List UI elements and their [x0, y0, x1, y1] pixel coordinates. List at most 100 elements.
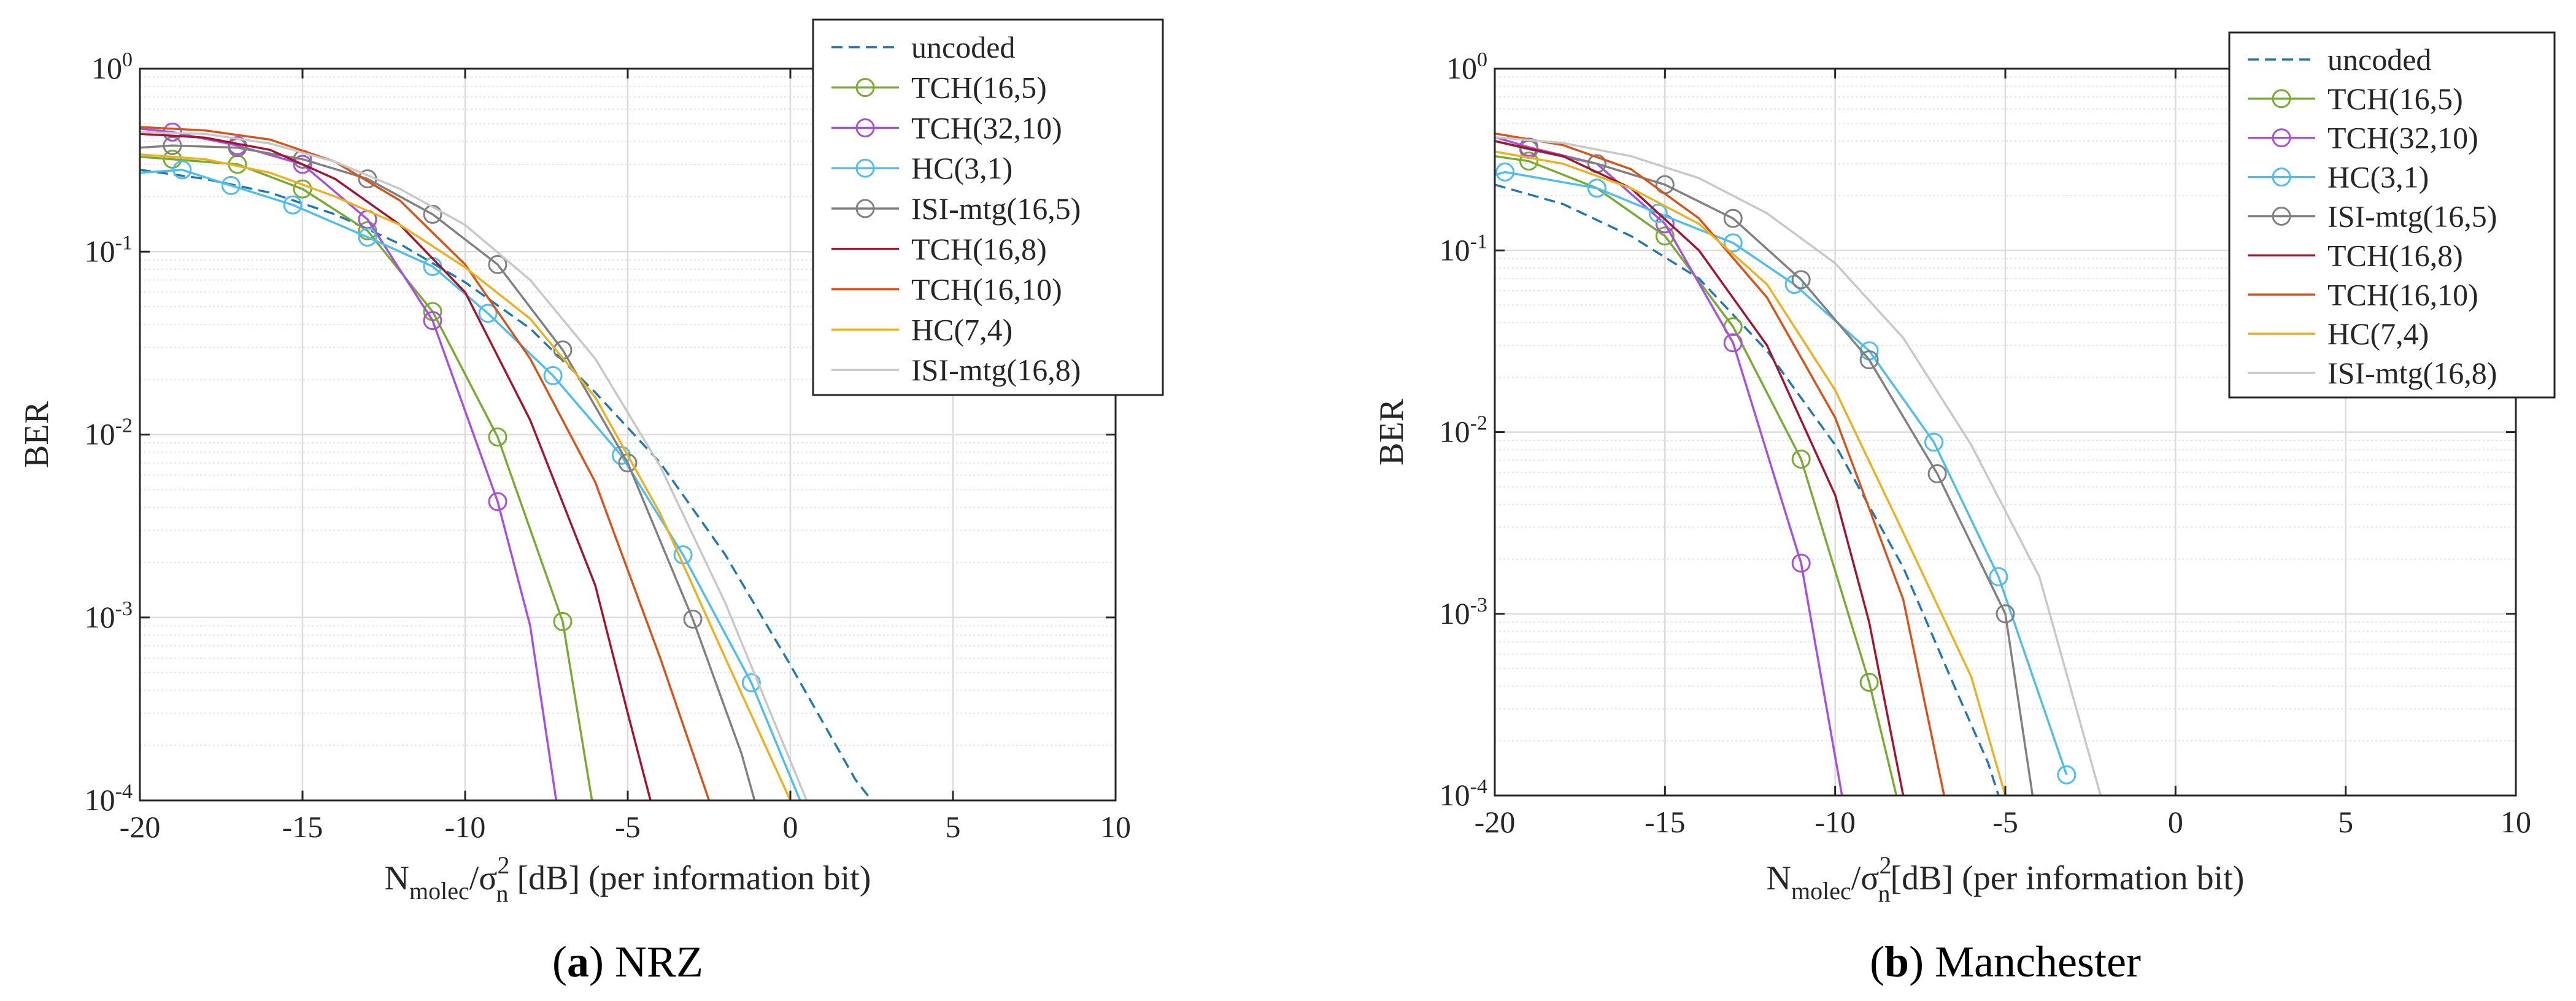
series-marker-TCH(32,10) [1723, 333, 1743, 353]
series-marker-HC(3,1) [741, 673, 761, 692]
series-line-HC(7,4) [1495, 150, 2007, 796]
series-marker-ISI-mtg(16,5) [683, 609, 703, 629]
legend-label: ISI-mtg(16,8) [2327, 356, 2497, 390]
series-marker-ISI-mtg(16,5) [1791, 270, 1811, 290]
legend-marker-TCH(32,10) [855, 118, 875, 137]
series-marker-TCH(16,5) [553, 612, 573, 631]
x-tick-label: 5 [946, 810, 961, 844]
x-tick-label: -20 [1475, 805, 1516, 839]
series-marker-TCH(16,5) [1519, 151, 1538, 171]
x-axis-label: Nmolec/σ2 n [dB] (per information bit) [385, 851, 871, 907]
legend-label: HC(3,1) [2327, 160, 2429, 194]
caption-letter: a [567, 937, 589, 986]
legend-label: ISI-mtg(16,5) [2327, 199, 2497, 234]
series-line-TCH(16,8) [140, 132, 652, 800]
series-line-TCH(16,8) [1495, 140, 1905, 796]
x-axis-label: Nmolec/σ2 n[dB] (per information bit) [1767, 851, 2245, 907]
legend-label: TCH(16,5) [2327, 82, 2463, 116]
y-tick-label: 100 [91, 48, 133, 85]
series-marker-ISI-mtg(16,5) [163, 136, 182, 155]
x-tick-label: 10 [2501, 805, 2531, 839]
legend: uncoded TCH(16,5) TCH(32,10) HC(3,1) ISI-mtg… [2228, 31, 2556, 399]
legend-label: HC(3,1) [911, 151, 1012, 185]
legend-label: TCH(16,10) [2327, 277, 2478, 312]
series-marker-HC(3,1) [283, 195, 303, 215]
y-tick-base: 10 [1446, 51, 1477, 85]
series-marker-HC(3,1) [543, 366, 563, 385]
y-tick-exponent: 0 [1477, 48, 1487, 71]
series-marker-TCH(16,5) [488, 427, 507, 447]
x-axis-label-part: n [496, 880, 508, 907]
y-tick-exponent: -3 [1470, 594, 1487, 616]
series-marker-HC(3,1) [172, 160, 192, 180]
series-line-ISI-mtg(16,8) [1495, 136, 2102, 796]
legend-marker-ISI-mtg(16,5) [2272, 207, 2291, 226]
y-tick-exponent: -2 [1470, 412, 1487, 435]
x-axis-label-part: molec [409, 877, 469, 905]
y-tick-label: 10-1 [85, 231, 133, 268]
figure-caption: (b) Manchester [1870, 937, 2141, 986]
series-marker-TCH(32,10) [423, 311, 442, 331]
legend-label: HC(7,4) [2327, 316, 2429, 351]
caption-text: ) NRZ [589, 937, 703, 986]
legend-box [2228, 31, 2556, 399]
legend-marker-ISI-mtg(16,5) [855, 199, 875, 218]
legend-label: TCH(16,5) [911, 71, 1047, 105]
legend-marker-TCH(32,10) [2272, 128, 2291, 148]
x-tick-label: -10 [445, 810, 486, 844]
x-axis-label-part: /σ [469, 859, 498, 897]
y-tick-label: 10-4 [85, 780, 133, 817]
figure-caption: (a) NRZ [552, 937, 703, 986]
x-tick-label: -20 [120, 810, 161, 844]
y-tick-label: 10-3 [1440, 594, 1487, 631]
series-marker-HC(3,1) [478, 304, 498, 323]
series-line-TCH(16,10) [1495, 132, 1945, 796]
legend-label: ISI-mtg(16,5) [911, 191, 1081, 226]
y-tick-label: 10-4 [1440, 775, 1487, 812]
y-tick-base: 10 [1440, 232, 1470, 267]
series-marker-TCH(32,10) [488, 492, 507, 512]
series-marker-HC(3,1) [1924, 432, 1944, 452]
x-tick-label: -5 [615, 810, 641, 844]
y-tick-exponent: -4 [115, 780, 133, 803]
y-axis-label: BER [18, 401, 56, 468]
series-marker-TCH(16,5) [1859, 672, 1879, 692]
x-axis-label-part: /σ [1851, 859, 1880, 897]
legend-label: TCH(16,10) [911, 272, 1062, 307]
series-marker-ISI-mtg(16,5) [1927, 464, 1947, 483]
legend-label: uncoded [2327, 42, 2431, 77]
series-marker-ISI-mtg(16,5) [488, 255, 507, 274]
x-tick-label: 0 [783, 810, 798, 844]
x-axis-label-part: molec [1791, 877, 1851, 905]
legend-label: TCH(32,10) [2327, 121, 2478, 155]
x-tick-label: 10 [1100, 810, 1131, 844]
y-tick-label: 10-1 [1440, 230, 1487, 267]
y-tick-base: 10 [91, 51, 122, 85]
legend-label: TCH(16,8) [911, 232, 1047, 266]
x-axis-label-part: [dB] (per information bit) [508, 859, 871, 897]
chart-panel-b: -20 -15 -10 -5 0 5 1010010-110-210-310-4BERNmo… [1373, 31, 2556, 986]
legend-label: uncoded [911, 30, 1015, 64]
y-tick-label: 10-3 [85, 597, 133, 634]
y-tick-exponent: -1 [115, 231, 133, 254]
caption-letter: b [1884, 937, 1909, 986]
y-tick-label: 100 [1446, 48, 1487, 85]
x-tick-label: 5 [2338, 805, 2353, 839]
y-tick-base: 10 [85, 783, 115, 817]
y-tick-label: 10-2 [1440, 412, 1487, 449]
y-tick-exponent: -1 [1470, 230, 1487, 253]
legend-marker-HC(3,1) [2272, 167, 2291, 187]
series-marker-HC(3,1) [2057, 765, 2077, 784]
series-marker-TCH(16,5) [293, 179, 312, 199]
series-marker-HC(3,1) [1723, 233, 1743, 253]
series-marker-HC(3,1) [1495, 162, 1515, 182]
y-tick-label: 10-2 [85, 415, 133, 451]
series-line-TCH(32,10) [1495, 136, 1843, 796]
x-axis-label-part: n [1878, 880, 1890, 907]
series-marker-TCH(16,5) [1655, 226, 1675, 246]
y-tick-exponent: -2 [115, 415, 133, 437]
series-marker-HC(3,1) [1989, 567, 2008, 586]
y-tick-exponent: -4 [1470, 775, 1487, 798]
series-group [1495, 132, 2102, 796]
